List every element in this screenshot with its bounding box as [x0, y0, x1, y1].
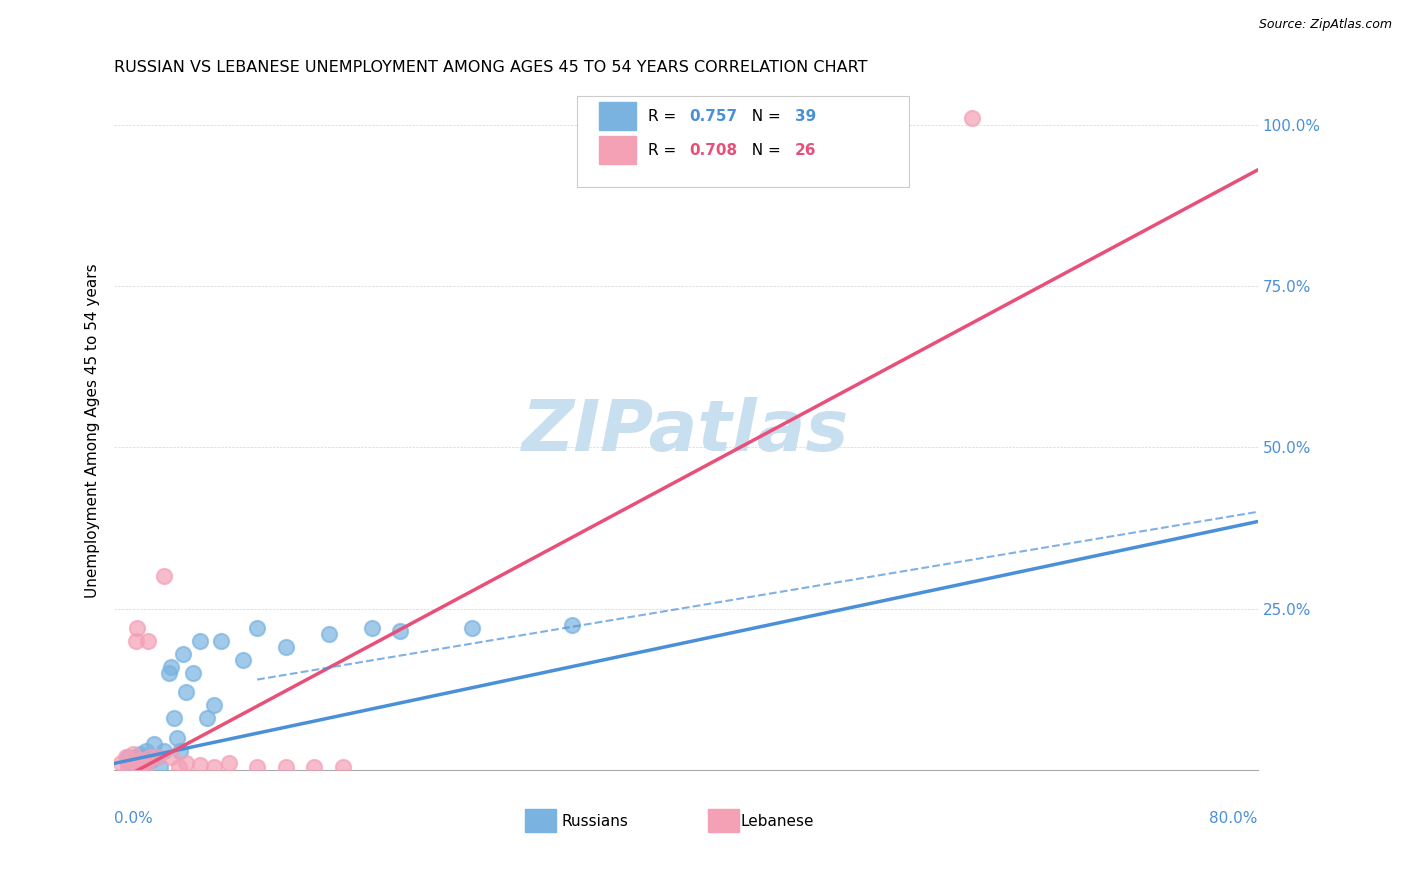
- Point: [139, 750, 162, 764]
- Point: [117, 750, 139, 764]
- Point: [209, 633, 232, 648]
- Point: [153, 743, 176, 757]
- Point: [318, 627, 340, 641]
- Point: [246, 621, 269, 635]
- Point: [134, 750, 156, 764]
- Point: [139, 750, 162, 764]
- Text: 26: 26: [794, 143, 815, 158]
- Point: [141, 753, 163, 767]
- Point: [274, 759, 297, 773]
- Point: [960, 112, 983, 126]
- FancyBboxPatch shape: [599, 136, 636, 164]
- Point: [135, 743, 157, 757]
- Point: [157, 666, 180, 681]
- Point: [117, 759, 139, 773]
- Point: [389, 624, 412, 639]
- Point: [460, 621, 482, 635]
- Text: 39: 39: [794, 109, 815, 124]
- Text: N =: N =: [742, 109, 786, 124]
- Point: [128, 759, 150, 773]
- Point: [163, 711, 186, 725]
- Point: [167, 759, 190, 773]
- Point: [124, 633, 146, 648]
- Point: [143, 737, 166, 751]
- FancyBboxPatch shape: [707, 808, 738, 831]
- Point: [188, 633, 211, 648]
- Point: [202, 698, 225, 713]
- Point: [132, 753, 155, 767]
- Point: [131, 756, 153, 771]
- Point: [114, 750, 136, 764]
- Point: [332, 759, 354, 773]
- Point: [274, 640, 297, 655]
- Text: ZIPatlas: ZIPatlas: [522, 397, 849, 466]
- Point: [561, 617, 583, 632]
- Point: [304, 759, 326, 773]
- Point: [110, 756, 132, 771]
- Point: [149, 759, 172, 773]
- FancyBboxPatch shape: [599, 102, 636, 130]
- Text: Source: ZipAtlas.com: Source: ZipAtlas.com: [1258, 18, 1392, 31]
- Point: [166, 731, 188, 745]
- Y-axis label: Unemployment Among Ages 45 to 54 years: Unemployment Among Ages 45 to 54 years: [86, 264, 100, 599]
- Point: [117, 756, 139, 771]
- Text: R =: R =: [648, 143, 682, 158]
- Point: [120, 759, 142, 773]
- Point: [128, 753, 150, 767]
- Point: [135, 756, 157, 771]
- FancyBboxPatch shape: [578, 95, 910, 187]
- Text: 0.0%: 0.0%: [114, 811, 153, 825]
- Text: RUSSIAN VS LEBANESE UNEMPLOYMENT AMONG AGES 45 TO 54 YEARS CORRELATION CHART: RUSSIAN VS LEBANESE UNEMPLOYMENT AMONG A…: [114, 60, 868, 75]
- Point: [160, 750, 183, 764]
- Point: [360, 621, 382, 635]
- Point: [169, 743, 191, 757]
- Point: [146, 750, 169, 764]
- Point: [120, 753, 142, 767]
- Point: [132, 756, 155, 771]
- Point: [121, 747, 143, 761]
- Text: 80.0%: 80.0%: [1209, 811, 1258, 825]
- Point: [246, 759, 269, 773]
- Point: [124, 756, 146, 771]
- Point: [181, 666, 204, 681]
- FancyBboxPatch shape: [524, 808, 555, 831]
- Point: [195, 711, 218, 725]
- Point: [125, 750, 148, 764]
- Point: [160, 659, 183, 673]
- Point: [138, 633, 160, 648]
- Point: [218, 756, 240, 771]
- Text: 0.757: 0.757: [689, 109, 738, 124]
- Point: [188, 757, 211, 772]
- Point: [172, 647, 194, 661]
- Point: [129, 747, 152, 761]
- Point: [121, 753, 143, 767]
- Point: [232, 653, 254, 667]
- Point: [146, 750, 169, 764]
- Text: N =: N =: [742, 143, 786, 158]
- Text: R =: R =: [648, 109, 682, 124]
- Point: [153, 569, 176, 583]
- Point: [174, 756, 197, 771]
- Point: [202, 759, 225, 773]
- Point: [135, 759, 157, 773]
- Point: [125, 621, 148, 635]
- Point: [174, 685, 197, 699]
- Text: Lebanese: Lebanese: [741, 814, 814, 829]
- Text: Russians: Russians: [561, 814, 628, 829]
- Point: [129, 753, 152, 767]
- Text: 0.708: 0.708: [689, 143, 738, 158]
